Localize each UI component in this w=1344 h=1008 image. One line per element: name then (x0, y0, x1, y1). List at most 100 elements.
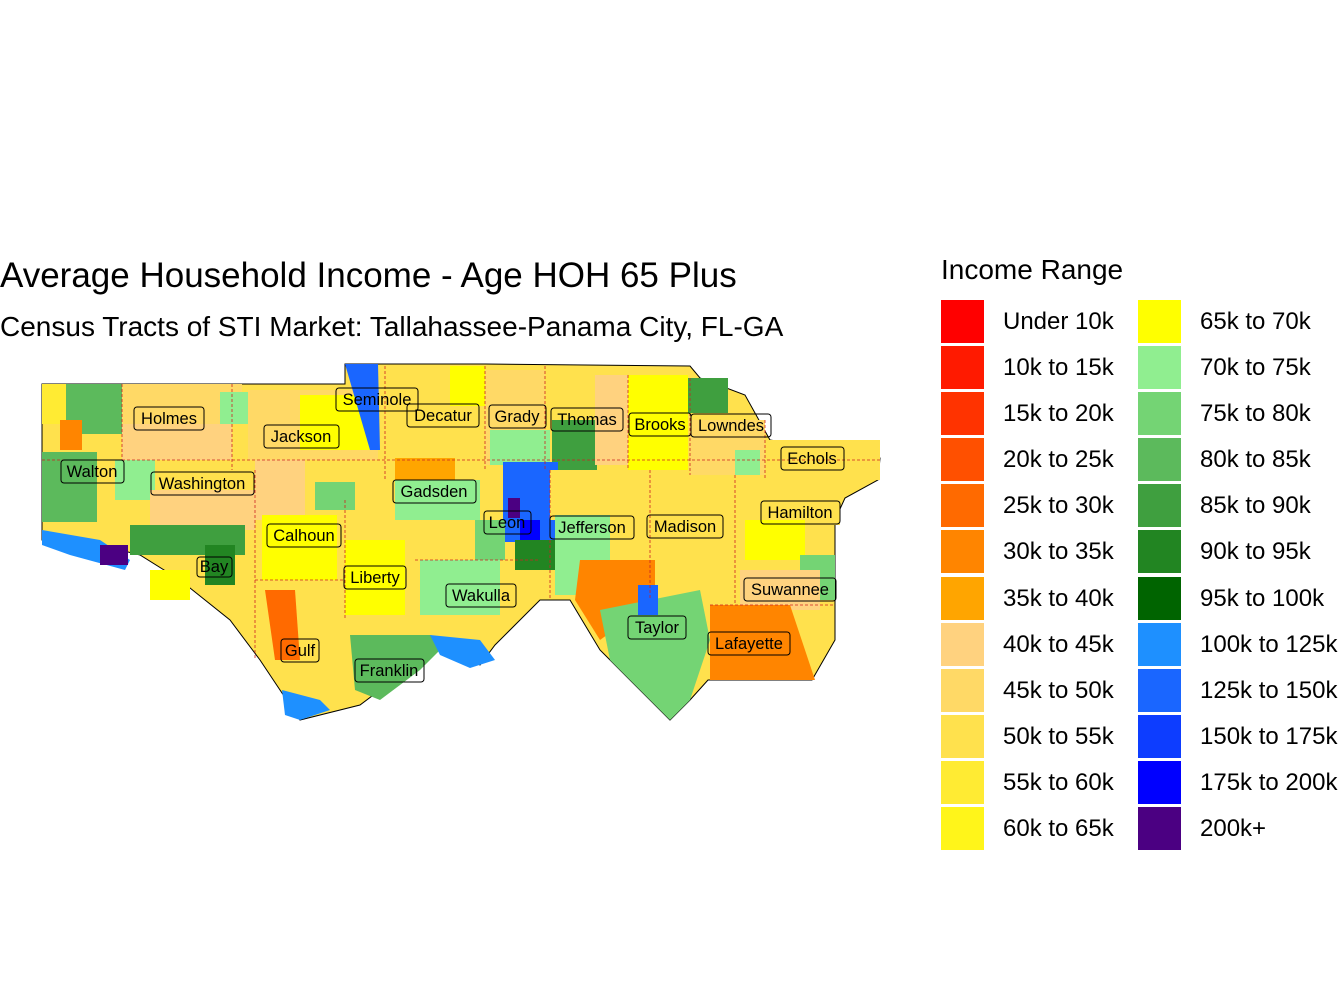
county-label: Holmes (133, 406, 205, 431)
legend-swatch (941, 807, 984, 851)
svg-text:Thomas: Thomas (557, 411, 617, 429)
legend-swatch (941, 438, 984, 482)
county-label: Bay (196, 556, 233, 578)
tract (552, 420, 597, 470)
tract (122, 424, 232, 460)
map-title: Average Household Income - Age HOH 65 Pl… (0, 256, 737, 295)
county-label: Walton (60, 459, 125, 484)
tract (740, 480, 840, 525)
svg-text:Taylor: Taylor (635, 619, 680, 637)
legend-label: 150k to 175k (1200, 722, 1338, 750)
legend-label: Under 10k (1003, 308, 1114, 335)
svg-text:Lowndes: Lowndes (698, 417, 764, 435)
legend-label: 175k to 200k (1200, 768, 1338, 796)
legend-swatch (941, 622, 984, 666)
tract (265, 590, 300, 660)
svg-text:Grady: Grady (495, 408, 541, 426)
legend-label: 20k to 25k (1003, 446, 1114, 474)
svg-text:Echols: Echols (787, 450, 837, 468)
tract (115, 460, 155, 500)
legend-label: 200k+ (1200, 815, 1267, 843)
svg-text:Calhoun: Calhoun (273, 527, 334, 545)
county-label: Echols (780, 446, 845, 471)
tract (628, 375, 688, 470)
county-label: Madison (646, 514, 724, 539)
county-labels: Holmes Jackson Seminole Decatur Grady Th… (60, 387, 845, 683)
tract (395, 458, 455, 483)
county-label: Brooks (628, 412, 692, 437)
legend-swatch (1138, 300, 1181, 343)
svg-text:Leon: Leon (489, 514, 526, 532)
tract (220, 392, 248, 424)
county-label: Taylor (627, 615, 687, 640)
legend-swatch (1138, 668, 1181, 712)
tract (740, 570, 820, 610)
svg-text:Walton: Walton (67, 463, 118, 481)
county-label: Thomas (550, 407, 624, 432)
county-label: Seminole (335, 387, 419, 412)
svg-text:Suwannee: Suwannee (751, 581, 829, 599)
legend-label: 25k to 30k (1003, 492, 1114, 520)
legend-label: 50k to 55k (1003, 722, 1114, 750)
tract (688, 378, 728, 413)
legend-label: 45k to 50k (1003, 676, 1114, 704)
legend-title: Income Range (941, 254, 1124, 285)
county-label: Leon (483, 510, 532, 535)
legend-label: 55k to 60k (1003, 768, 1114, 796)
county-label: Calhoun (266, 523, 342, 548)
county-label: Franklin (354, 658, 425, 683)
legend-swatch (1138, 576, 1181, 620)
tract (655, 475, 735, 575)
legend-swatch (1138, 714, 1181, 758)
tract (515, 540, 555, 570)
legend-label: 70k to 75k (1200, 354, 1311, 382)
svg-text:Washington: Washington (159, 475, 246, 493)
legend-swatch (1138, 760, 1181, 804)
svg-text:Jefferson: Jefferson (558, 519, 626, 537)
legend-label: 35k to 40k (1003, 584, 1114, 612)
county-boundaries (42, 366, 880, 660)
tract (150, 490, 255, 530)
county-label: Hamilton (760, 500, 841, 525)
census-tract-map: Holmes Jackson Seminole Decatur Grady Th… (41, 363, 881, 721)
svg-text:Lafayette: Lafayette (715, 635, 783, 653)
legend-swatch (941, 392, 984, 436)
tract (430, 635, 495, 668)
tract (42, 384, 67, 424)
tract (710, 605, 815, 680)
tract (575, 560, 655, 640)
tract (42, 452, 97, 522)
legend-swatch (1138, 438, 1181, 482)
svg-text:Decatur: Decatur (414, 407, 472, 425)
tract (450, 366, 485, 406)
tract (255, 460, 305, 520)
svg-text:Hamilton: Hamilton (767, 504, 832, 522)
tract (508, 498, 520, 518)
svg-text:Franklin: Franklin (360, 662, 419, 680)
legend-label: 125k to 150k (1200, 676, 1338, 704)
svg-text:Brooks: Brooks (634, 416, 685, 434)
tract (638, 585, 658, 615)
tract (100, 545, 128, 565)
tract (205, 545, 235, 585)
svg-text:Holmes: Holmes (141, 410, 197, 428)
county-label: Liberty (343, 565, 407, 590)
tract (745, 520, 805, 560)
tract (150, 570, 190, 600)
svg-text:Liberty: Liberty (350, 569, 400, 587)
county-label: Wakulla (445, 583, 517, 608)
county-label: Jefferson (549, 515, 635, 540)
tract (315, 482, 355, 510)
tract (490, 430, 550, 465)
svg-text:Seminole: Seminole (343, 391, 412, 409)
tract (550, 470, 650, 520)
legend-swatch (941, 576, 984, 620)
legend-swatch (941, 300, 984, 343)
legend-label: 95k to 100k (1200, 584, 1325, 612)
tract (350, 635, 450, 700)
legend-swatch (1138, 622, 1181, 666)
county-label: Gulf (280, 638, 320, 663)
legend-label: 10k to 15k (1003, 354, 1114, 382)
legend-label: 85k to 90k (1200, 492, 1311, 520)
legend-swatch (1138, 484, 1181, 528)
